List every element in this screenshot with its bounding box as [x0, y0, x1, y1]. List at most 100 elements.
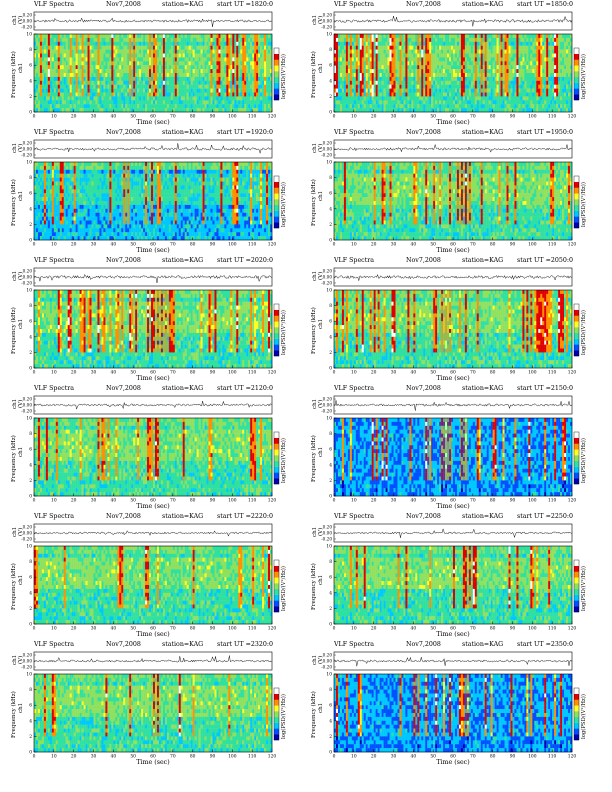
- spectrogram-cell: [258, 84, 261, 89]
- spectrogram-cell: [568, 100, 571, 105]
- spectrogram-cell: [131, 96, 134, 101]
- spectrogram-cell: [153, 49, 156, 54]
- spectrogram-cell: [363, 80, 366, 85]
- spectrogram-cell: [162, 92, 166, 97]
- spectrogram-cell: [214, 104, 217, 109]
- spectrogram-cell: [466, 41, 470, 46]
- spectrogram-cell: [81, 41, 84, 46]
- spectrogram-cell: [453, 69, 456, 74]
- spectrogram-cell: [490, 76, 493, 81]
- spectrogram-cell: [375, 61, 378, 66]
- spectrogram-cell: [186, 104, 189, 109]
- spectrogram-cell: [61, 69, 64, 74]
- spectrogram-cell: [393, 45, 396, 50]
- spectrogram-cell: [123, 53, 126, 58]
- spectrogram-cell: [204, 100, 207, 105]
- spectrogram-cell: [524, 76, 527, 81]
- spectrogram-cell: [516, 69, 519, 74]
- spectrogram-cell: [510, 100, 513, 105]
- spectrogram-cell: [244, 100, 247, 105]
- spectrogram-cell: [216, 57, 219, 62]
- spectrogram-cell: [423, 41, 426, 46]
- spectrogram-cell: [194, 57, 197, 62]
- spectrogram-cell: [441, 80, 444, 85]
- spectrogram-cell: [34, 224, 37, 229]
- spectrogram-cell: [81, 37, 84, 42]
- spectrogram-cell: [119, 69, 122, 74]
- spectrogram-cell: [456, 80, 460, 85]
- spectrogram-cell: [218, 88, 221, 93]
- spectrogram-cell: [484, 65, 487, 70]
- spectrogram-cell: [425, 57, 428, 62]
- spectrogram-cell: [536, 84, 539, 89]
- spectrogram-cell: [478, 84, 481, 89]
- spectrogram-cell: [439, 49, 442, 54]
- spectrogram-cell: [538, 53, 541, 58]
- spectrogram-cell: [494, 45, 497, 50]
- spectrogram-cell: [230, 84, 233, 89]
- spectrogram-cell: [383, 65, 386, 70]
- spectrogram-cell: [500, 53, 503, 58]
- spectrogram-cell: [196, 100, 199, 105]
- spectrogram-cell: [361, 88, 364, 93]
- spectrogram-cell: [454, 61, 458, 66]
- spectrogram-cell: [129, 49, 132, 54]
- spectrogram-cell: [391, 57, 394, 62]
- spectrogram-cell: [188, 41, 191, 46]
- spectrogram-cell: [353, 45, 357, 50]
- spectrogram-cell: [37, 88, 41, 93]
- spectrogram-cell: [562, 65, 565, 70]
- spectrogram-cell: [75, 45, 78, 50]
- spectrogram-cell: [34, 165, 37, 170]
- spectrogram-cell: [385, 57, 388, 62]
- spectrogram-cell: [552, 88, 555, 93]
- spectrogram-cell: [218, 49, 221, 54]
- spectrogram-cell: [121, 37, 124, 42]
- spectrogram-cell: [502, 96, 505, 101]
- spectrogram-cell: [395, 100, 398, 105]
- spectrogram-cell: [522, 84, 525, 89]
- spectrogram-cell: [393, 49, 396, 54]
- spectrogram-cell: [339, 80, 343, 85]
- spectrogram-cell: [129, 34, 132, 39]
- spectrogram-cell: [570, 100, 573, 105]
- spectrogram-cell: [214, 41, 217, 46]
- spectrogram-cell: [516, 61, 519, 66]
- spectrogram-cell: [151, 53, 154, 58]
- spectrogram-cell: [431, 80, 434, 85]
- spectrogram-cell: [458, 37, 462, 42]
- spectrogram-cell: [69, 61, 72, 66]
- spectrogram-cell: [445, 96, 448, 101]
- spectrogram-cell: [520, 57, 523, 62]
- spectrogram-cell: [166, 37, 170, 42]
- spectrogram-cell: [266, 104, 269, 109]
- spectrogram-cell: [246, 73, 249, 78]
- spectrogram-cell: [427, 100, 430, 105]
- spectrogram-cell: [389, 88, 392, 93]
- spectrogram-cell: [105, 80, 108, 85]
- spectrogram-cell: [353, 80, 357, 85]
- spectrogram-cell: [145, 61, 148, 66]
- spectrogram-cell: [97, 88, 100, 93]
- spectrogram-cell: [49, 84, 53, 89]
- spectrogram-cell: [500, 108, 503, 113]
- spectrogram-cell: [399, 45, 402, 50]
- spectrogram-cell: [383, 53, 386, 58]
- spectrogram-cell: [230, 37, 233, 42]
- spectrogram-cell: [111, 80, 114, 85]
- spectrogram-cell: [113, 34, 116, 39]
- spectrogram-cell: [349, 80, 353, 85]
- spectrogram-cell: [345, 100, 349, 105]
- spectrogram-cell: [425, 100, 428, 105]
- spectrogram-cell: [334, 57, 337, 62]
- spectrogram-cell: [184, 45, 187, 50]
- spectrogram-cell: [353, 57, 357, 62]
- spectrogram-cell: [141, 76, 144, 81]
- spectrogram-cell: [468, 37, 472, 42]
- spectrogram-cell: [87, 61, 90, 66]
- spectrogram-cell: [337, 100, 341, 105]
- spectrogram-cell: [194, 41, 197, 46]
- spectrogram-cell: [550, 53, 553, 58]
- spectrogram-cell: [456, 96, 460, 101]
- spectrogram-cell: [55, 69, 58, 74]
